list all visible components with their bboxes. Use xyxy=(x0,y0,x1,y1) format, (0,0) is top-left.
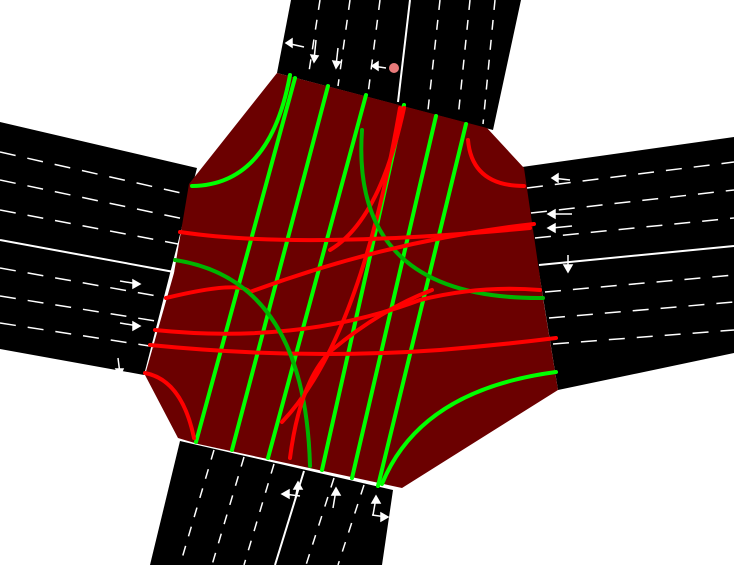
vehicle-dot xyxy=(389,63,399,73)
connection-n-turn-se xyxy=(359,128,545,301)
road-east xyxy=(522,137,734,390)
connection-paths xyxy=(143,73,558,488)
connection-n-straight-1 xyxy=(194,76,297,444)
connection-n-straight-3 xyxy=(266,93,368,460)
connection-w-turn-sw xyxy=(143,371,196,440)
connection-e-turn-s xyxy=(380,370,558,486)
north-arrows xyxy=(284,37,387,72)
connection-w-turn-s xyxy=(173,258,312,468)
connection-w-through-2 xyxy=(164,222,536,300)
connection-s-turn-ne xyxy=(288,288,434,460)
east-center-line xyxy=(538,245,734,266)
north-lane-lines xyxy=(307,0,496,125)
connection-n-straight-5 xyxy=(350,114,438,480)
south-arrows xyxy=(280,480,390,523)
south-lane-lines xyxy=(179,449,365,565)
west-arrows xyxy=(114,278,142,378)
connection-e-turn-n xyxy=(466,138,526,188)
north-center-line xyxy=(397,0,411,103)
road-north xyxy=(277,0,521,130)
road-south xyxy=(150,441,393,565)
connection-w-through-3 xyxy=(153,286,542,336)
lane-arrows xyxy=(114,37,574,523)
connection-w-through-4 xyxy=(148,336,558,356)
connection-n-turn-w xyxy=(190,73,292,188)
connection-n-straight-2 xyxy=(230,84,330,452)
east-arrows xyxy=(546,172,574,274)
connection-n-turn-e xyxy=(328,106,406,252)
west-center-line xyxy=(0,239,175,273)
east-lane-lines xyxy=(526,161,734,345)
connection-n-straight-6 xyxy=(376,122,468,488)
west-lane-lines xyxy=(0,151,191,348)
